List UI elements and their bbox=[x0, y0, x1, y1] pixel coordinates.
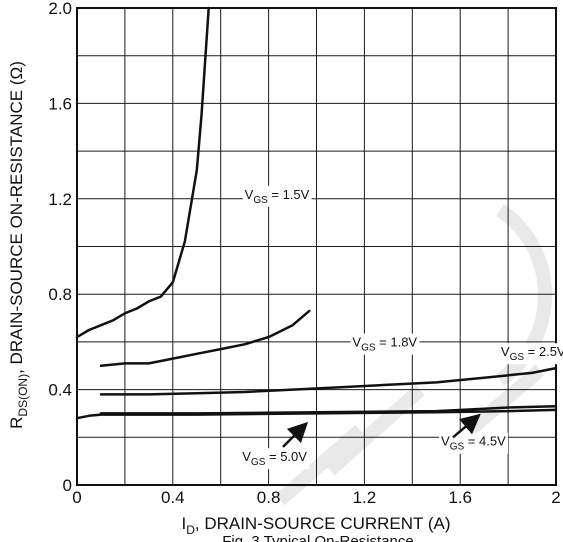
x-tick-label: 1.6 bbox=[448, 488, 472, 507]
y-tick-label: 1.2 bbox=[48, 190, 72, 209]
x-tick-label: 0 bbox=[72, 488, 81, 507]
arrow-vgs-5-0 bbox=[282, 421, 309, 448]
grid bbox=[77, 8, 556, 485]
label-background bbox=[350, 333, 420, 355]
x-axis-title: ID, DRAIN-SOURCE CURRENT (A) bbox=[181, 514, 450, 537]
x-tick-labels: 0 0.4 0.8 1.2 1.6 2 bbox=[72, 488, 560, 507]
y-tick-label: 0 bbox=[63, 476, 72, 495]
series-lines bbox=[75, 6, 558, 420]
label-background bbox=[242, 185, 312, 207]
series-line-4 bbox=[75, 408, 558, 420]
annotations: VGS = 1.5V VGS = 1.8V VGS = 2.5V VGS = 4… bbox=[240, 185, 563, 470]
label-background bbox=[439, 432, 509, 454]
label-vgs-5-0: VGS = 5.0V bbox=[242, 449, 307, 468]
x-tick-label: 0.4 bbox=[161, 488, 185, 507]
plot-frame bbox=[76, 7, 557, 486]
figure-caption: Fig. 3 Typical On-Resistance bbox=[222, 533, 413, 542]
series-line-1 bbox=[99, 309, 311, 368]
y-tick-label: 0.4 bbox=[48, 381, 72, 400]
label-background bbox=[498, 343, 563, 365]
series-line-2 bbox=[99, 366, 558, 396]
y-tick-label: 0.8 bbox=[48, 285, 72, 304]
series-line-0 bbox=[75, 6, 210, 339]
arrow-vgs-4-5 bbox=[452, 413, 481, 439]
y-tick-label: 1.6 bbox=[48, 94, 72, 113]
x-tick-label: 1.2 bbox=[353, 488, 377, 507]
label-vgs-4-5: VGS = 4.5V bbox=[441, 434, 506, 453]
y-axis-title: RDS(ON), DRAIN-SOURCE ON-RESISTANCE (Ω) bbox=[7, 61, 30, 429]
watermark bbox=[275, 204, 552, 506]
label-vgs-1-5: VGS = 1.5V bbox=[245, 187, 310, 206]
x-tick-label: 0.8 bbox=[257, 488, 281, 507]
y-tick-label: 2.0 bbox=[48, 0, 72, 18]
label-vgs-2-5: VGS = 2.5V bbox=[501, 344, 563, 363]
label-vgs-1-8: VGS = 1.8V bbox=[352, 335, 417, 354]
x-tick-label: 2 bbox=[551, 488, 560, 507]
y-tick-labels: 0 0.4 0.8 1.2 1.6 2.0 bbox=[48, 0, 72, 495]
label-background bbox=[240, 448, 310, 470]
